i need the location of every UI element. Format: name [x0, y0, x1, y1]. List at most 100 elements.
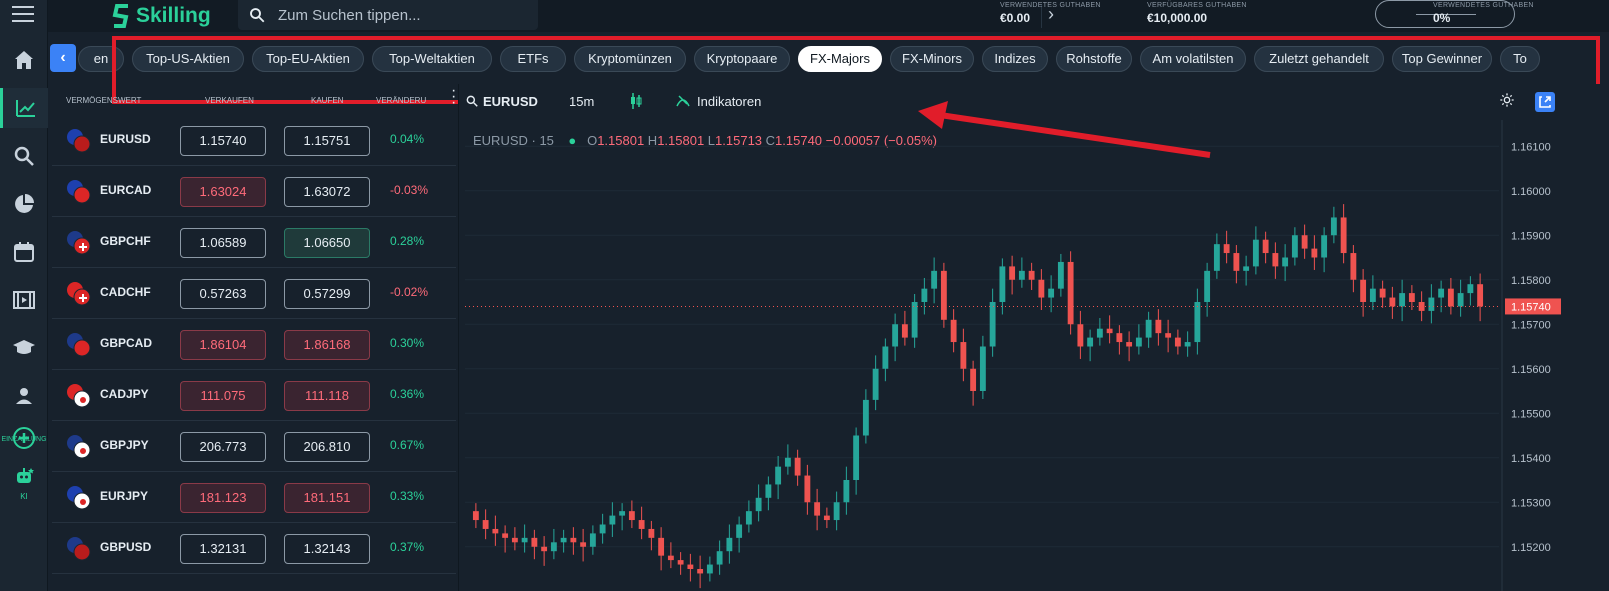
- scroll-left-button[interactable]: ‹: [50, 44, 76, 72]
- table-row[interactable]: CADCHF 0.57263 0.57299 -0.02%: [52, 267, 456, 319]
- deposit-icon[interactable]: [0, 424, 48, 452]
- candlestick-chart[interactable]: 1.16100 1.16000 1.15900 1.15800 1.15700 1.156…: [459, 84, 1609, 591]
- category-chip[interactable]: Top-US-Aktien: [132, 46, 244, 72]
- sell-button[interactable]: 206.773: [180, 432, 266, 462]
- chevron-right-icon[interactable]: ›: [1041, 4, 1061, 28]
- candle-body: [1360, 279, 1367, 302]
- candle-body: [706, 564, 713, 574]
- category-chip[interactable]: en: [78, 46, 124, 72]
- candle-body: [794, 457, 801, 476]
- category-chip[interactable]: Zuletzt gehandelt: [1254, 46, 1384, 72]
- category-chip[interactable]: Am volatilsten: [1140, 46, 1246, 72]
- candle-type-icon[interactable]: [629, 92, 643, 110]
- category-chip[interactable]: FX-Majors: [798, 46, 882, 72]
- skilling-logo[interactable]: Skilling: [112, 0, 211, 32]
- buy-button[interactable]: 1.32143: [284, 534, 370, 564]
- category-chip[interactable]: Rohstoffe: [1056, 46, 1132, 72]
- ohlc-open: 1.15801: [597, 133, 645, 148]
- calendar-icon[interactable]: [0, 232, 48, 272]
- sell-button[interactable]: 111.075: [180, 381, 266, 411]
- ai-robot-icon[interactable]: [0, 462, 48, 490]
- search-input[interactable]: Zum Suchen tippen...: [278, 6, 421, 24]
- menu-icon[interactable]: [12, 6, 34, 24]
- category-chip[interactable]: Top-EU-Aktien: [252, 46, 364, 72]
- buy-button[interactable]: 1.06650: [284, 228, 370, 258]
- category-chip[interactable]: Top Gewinner: [1392, 46, 1492, 72]
- account-toggle-button[interactable]: [1375, 0, 1515, 28]
- buy-button[interactable]: 181.151: [284, 483, 370, 513]
- sell-button[interactable]: 181.123: [180, 483, 266, 513]
- category-chip[interactable]: Kryptomünzen: [574, 46, 686, 72]
- education-icon[interactable]: [0, 328, 48, 368]
- logo-text: Skilling: [136, 4, 211, 27]
- sell-button[interactable]: 1.15740: [180, 126, 266, 156]
- search-icon[interactable]: [0, 136, 48, 176]
- candle-body: [1077, 324, 1084, 347]
- sell-button[interactable]: 0.57263: [180, 279, 266, 309]
- buy-button[interactable]: 1.15751: [284, 126, 370, 156]
- popout-button[interactable]: [1535, 92, 1555, 112]
- candle-body: [1301, 235, 1308, 249]
- candle-body: [1184, 342, 1191, 347]
- sell-button[interactable]: 1.63024: [180, 177, 266, 207]
- candle-body: [1321, 235, 1328, 258]
- currency-flags-icon: [67, 537, 91, 561]
- annotation-arrow: [918, 101, 1211, 158]
- buy-button[interactable]: 0.57299: [284, 279, 370, 309]
- candle-body: [1009, 266, 1016, 280]
- home-icon[interactable]: [0, 40, 48, 80]
- sell-button[interactable]: 1.86104: [180, 330, 266, 360]
- table-row[interactable]: EURCAD 1.63024 1.63072 -0.03%: [52, 165, 456, 217]
- category-chip[interactable]: Kryptopaare: [694, 46, 790, 72]
- indicators-button[interactable]: Indikatoren: [697, 94, 762, 109]
- chart-interval[interactable]: 15m: [569, 94, 595, 109]
- candle-body: [901, 324, 908, 338]
- table-row[interactable]: GBPCHF 1.06589 1.06650 0.28%: [52, 216, 456, 268]
- more-vertical-icon[interactable]: · · ·: [451, 82, 457, 111]
- profile-icon[interactable]: [0, 376, 48, 416]
- chart-symbol[interactable]: EURUSD: [483, 94, 538, 109]
- table-row[interactable]: EURJPY 181.123 181.151 0.33%: [52, 471, 456, 523]
- category-chip[interactable]: Indizes: [982, 46, 1048, 72]
- search-bar[interactable]: Zum Suchen tippen...: [238, 0, 538, 30]
- chart-trend-icon[interactable]: [0, 88, 48, 128]
- video-icon[interactable]: [0, 280, 48, 320]
- category-chip[interactable]: Top-Weltaktien: [372, 46, 492, 72]
- buy-button[interactable]: 1.86168: [284, 330, 370, 360]
- table-row[interactable]: EURUSD 1.15740 1.15751 0.04%: [52, 114, 456, 166]
- pie-chart-icon[interactable]: [0, 184, 48, 224]
- sell-button[interactable]: 1.06589: [180, 228, 266, 258]
- settings-gear-icon[interactable]: [1499, 92, 1515, 108]
- candle-body: [1194, 302, 1201, 343]
- table-row[interactable]: GBPCAD 1.86104 1.86168 0.30%: [52, 318, 456, 370]
- category-chip[interactable]: ETFs: [500, 46, 566, 72]
- indicators-icon[interactable]: [675, 92, 691, 108]
- sell-button[interactable]: 1.32131: [180, 534, 266, 564]
- table-row[interactable]: GBPJPY 206.773 206.810 0.67%: [52, 420, 456, 472]
- candle-body: [502, 533, 509, 538]
- ai-label[interactable]: KI: [20, 492, 28, 501]
- asset-symbol: GBPUSD: [100, 540, 152, 554]
- buy-button[interactable]: 206.810: [284, 432, 370, 462]
- candle-body: [1252, 239, 1259, 267]
- col-sell[interactable]: VERKAUFEN: [205, 96, 254, 105]
- candle-body: [1223, 244, 1230, 254]
- symbol-search-icon[interactable]: [465, 94, 479, 108]
- category-chip[interactable]: FX-Minors: [890, 46, 974, 72]
- candle-body: [658, 537, 665, 556]
- category-chip[interactable]: To: [1500, 46, 1540, 72]
- deposit-label[interactable]: EINZAHLUNG: [1, 436, 47, 443]
- table-row[interactable]: GBPUSD 1.32131 1.32143 0.37%: [52, 522, 456, 574]
- logo-icon: [112, 4, 129, 28]
- stat-used-margin: VERWENDETES GUTHABEN 0%: [1433, 2, 1534, 25]
- buy-button[interactable]: 1.63072: [284, 177, 370, 207]
- candle-body: [1028, 270, 1035, 280]
- col-asset[interactable]: VERMÖGENSWERT: [66, 96, 142, 105]
- candle-body: [979, 346, 986, 391]
- col-change[interactable]: VERÄNDERU: [376, 96, 427, 105]
- table-row[interactable]: CADJPY 111.075 111.118 0.36%: [52, 369, 456, 421]
- buy-button[interactable]: 111.118: [284, 381, 370, 411]
- currency-flags-icon: [67, 129, 91, 153]
- col-buy[interactable]: KAUFEN: [311, 96, 344, 105]
- candle-body: [667, 555, 674, 561]
